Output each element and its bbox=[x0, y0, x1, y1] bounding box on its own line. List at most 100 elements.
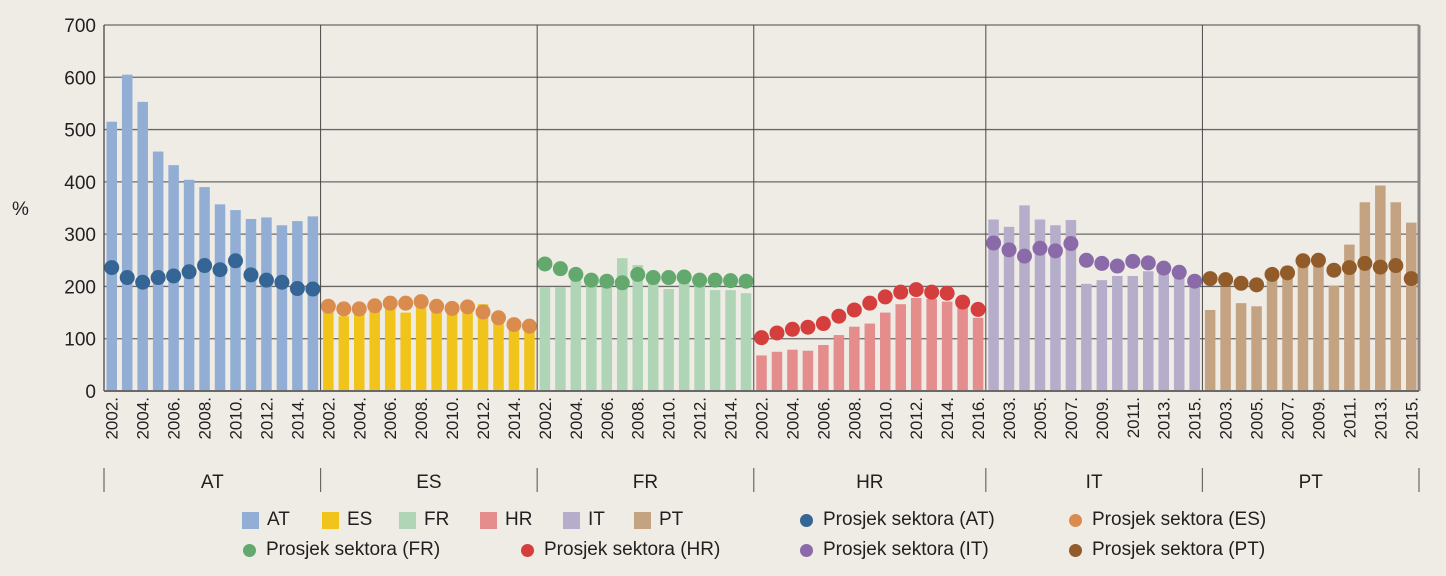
bar-fr-2008 bbox=[632, 264, 643, 391]
bar-hr-2009 bbox=[864, 323, 876, 391]
x-tick-label: 2014. bbox=[505, 397, 524, 440]
legend-label-it: IT bbox=[588, 509, 605, 530]
x-tick-label: 2008. bbox=[629, 397, 648, 440]
x-tick-label: 2012. bbox=[474, 397, 493, 440]
bar-hr-2005 bbox=[802, 350, 814, 391]
x-tick-label: 2012. bbox=[257, 397, 276, 440]
x-tick-label: 2007. bbox=[1062, 397, 1081, 440]
avg-dot-it-2008 bbox=[1078, 252, 1094, 268]
avg-dot-fr-2005 bbox=[583, 272, 599, 288]
avg-dot-it-2006 bbox=[1047, 243, 1063, 259]
avg-dot-hr-2013 bbox=[924, 284, 940, 300]
legend-item-avg-pt: Prosjek sektora (PT) bbox=[1069, 539, 1265, 561]
bar-es-2005 bbox=[369, 308, 380, 391]
avg-dot-it-2012 bbox=[1140, 255, 1156, 271]
avg-dot-at-2005 bbox=[150, 270, 166, 286]
avg-dot-hr-2015 bbox=[955, 294, 971, 310]
avg-dot-fr-2006 bbox=[599, 273, 615, 289]
avg-dot-es-2008 bbox=[413, 294, 429, 310]
avg-dot-it-2015 bbox=[1187, 273, 1203, 289]
y-tick-label: 200 bbox=[64, 277, 96, 298]
bar-it-2012 bbox=[1143, 271, 1154, 391]
group-labels: AT ES FR HR IT PT bbox=[103, 468, 1420, 493]
bar-es-2003 bbox=[338, 316, 350, 391]
avg-dot-it-2002 bbox=[986, 235, 1002, 251]
avg-dot-hr-2003 bbox=[769, 325, 785, 341]
x-tick-label: 2010. bbox=[227, 397, 246, 440]
x-tick-label: 2005. bbox=[1031, 397, 1050, 440]
avg-dot-es-2004 bbox=[351, 301, 367, 317]
bar-at-2004 bbox=[137, 101, 148, 392]
gridlines bbox=[104, 24, 1419, 340]
bar-at-2008 bbox=[199, 187, 210, 391]
bar-at-2002 bbox=[106, 121, 117, 391]
avg-dot-es-2012 bbox=[475, 304, 491, 320]
bar-it-2013 bbox=[1158, 270, 1169, 391]
avg-dot-hr-2007 bbox=[831, 308, 847, 324]
y-tick-label: 700 bbox=[64, 16, 96, 37]
bar-es-2009 bbox=[431, 303, 442, 391]
bar-pt-2015 bbox=[1406, 222, 1417, 391]
avg-dot-it-2009 bbox=[1094, 255, 1110, 271]
avg-dot-pt-2005 bbox=[1249, 277, 1265, 293]
bar-pt-2012 bbox=[1359, 202, 1371, 391]
bar-at-2003 bbox=[121, 74, 133, 392]
avg-dot-pt-2011 bbox=[1341, 260, 1357, 276]
x-tick-label: 2012. bbox=[907, 397, 926, 440]
bar-fr-2005 bbox=[586, 283, 597, 391]
avg-dot-hr-2006 bbox=[815, 316, 831, 332]
bar-pt-2005 bbox=[1251, 306, 1262, 391]
legend-item-pt: PT bbox=[634, 509, 683, 531]
avg-dot-it-2013 bbox=[1156, 260, 1172, 276]
chart: 0 100 200 300 400 500 600 700 % 2002. 2004. 2006.… bbox=[12, 16, 1422, 493]
avg-dot-at-2011 bbox=[243, 267, 259, 283]
y-axis-ticks: 0 100 200 300 400 500 600 700 bbox=[64, 16, 96, 403]
bar-es-2007 bbox=[400, 312, 411, 391]
x-tick-label: 2009. bbox=[1093, 397, 1112, 440]
x-tick-label: 2002. bbox=[536, 397, 555, 440]
x-tick-label: 2008. bbox=[196, 397, 215, 440]
x-tick-label: 2004. bbox=[783, 397, 802, 440]
x-tick-label: 2006. bbox=[381, 397, 400, 440]
bar-hr-2003 bbox=[771, 351, 783, 391]
bar-hr-2011 bbox=[895, 304, 906, 391]
avg-dot-hr-2009 bbox=[862, 295, 878, 311]
bar-it-2002 bbox=[988, 219, 999, 391]
bar-hr-2015 bbox=[957, 303, 968, 391]
avg-dot-es-2015 bbox=[521, 318, 537, 334]
bar-es-2013 bbox=[493, 318, 504, 391]
bar-pt-2013 bbox=[1375, 185, 1386, 391]
bar-hr-2012 bbox=[910, 297, 922, 391]
bar-es-2011 bbox=[462, 306, 473, 391]
avg-dot-hr-2008 bbox=[846, 302, 862, 318]
avg-dot-fr-2003 bbox=[552, 261, 568, 277]
avg-dot-hr-2010 bbox=[877, 289, 893, 305]
avg-dot-at-2008 bbox=[197, 258, 213, 274]
avg-dot-es-2009 bbox=[429, 298, 445, 314]
legend-swatch-fr bbox=[399, 511, 416, 529]
avg-dot-at-2010 bbox=[228, 253, 243, 269]
x-axis-ticks: 2002. 2004. 2006. 2008. 2010. 2012. 2014. 2002.… bbox=[103, 397, 1422, 440]
x-tick-label: 2008. bbox=[412, 397, 431, 440]
avg-dot-fr-2011 bbox=[676, 269, 692, 285]
avg-dot-es-2013 bbox=[491, 310, 506, 326]
x-tick-label: 2005. bbox=[1248, 397, 1267, 440]
x-tick-label: 2013. bbox=[1371, 397, 1390, 440]
legend-label-avg-it: Prosjek sektora (IT) bbox=[823, 539, 989, 560]
bar-hr-2007 bbox=[833, 335, 845, 391]
legend-label-avg-es: Prosjek sektora (ES) bbox=[1092, 509, 1267, 530]
avg-dot-fr-2008 bbox=[630, 266, 646, 282]
avg-dot-pt-2015 bbox=[1403, 271, 1419, 287]
bar-it-2014 bbox=[1173, 273, 1185, 391]
bar-at-2007 bbox=[183, 179, 195, 391]
bar-fr-2007 bbox=[617, 258, 628, 391]
x-tick-label: 2008. bbox=[845, 397, 864, 440]
y-tick-label: 0 bbox=[85, 382, 96, 403]
bar-it-2007 bbox=[1065, 220, 1077, 391]
avg-dot-hr-2016 bbox=[970, 301, 986, 317]
bar-at-2014 bbox=[292, 221, 303, 391]
avg-dot-it-2011 bbox=[1125, 253, 1141, 269]
bar-fr-2009 bbox=[647, 281, 659, 391]
avg-dot-es-2002 bbox=[320, 298, 336, 314]
y-tick-label: 600 bbox=[64, 68, 96, 89]
